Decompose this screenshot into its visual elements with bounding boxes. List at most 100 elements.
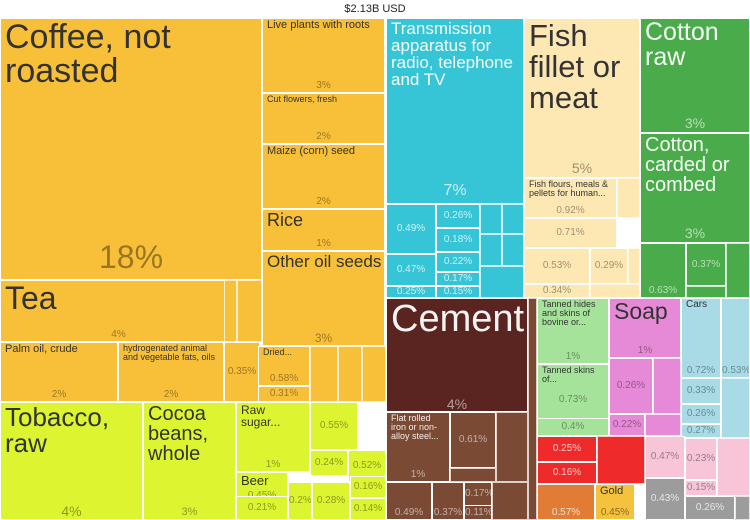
treemap-tile-unlabeled-32: 0.15% — [436, 286, 480, 298]
tile-label: Cocoa beans, whole — [148, 403, 209, 465]
treemap-tile-unlabeled-67: 0.15% — [685, 480, 717, 496]
treemap-minor-tile — [502, 204, 524, 234]
tile-label: Beer — [241, 473, 269, 488]
tile-percentage: 4% — [61, 503, 82, 519]
treemap-tile-unlabeled-57: 0.53% — [721, 298, 750, 378]
treemap-tile-unlabeled-59: 0.26% — [681, 404, 721, 424]
treemap-tile-raw-sugar-14: Raw sugar... 1% — [236, 402, 310, 472]
treemap-minor-tile — [496, 412, 528, 482]
treemap-minor-tile — [726, 243, 750, 298]
tile-percentage: 1% — [410, 469, 426, 480]
treemap-tile-flat-rolled-iron-or-non-alloy-steel-44: Flat rolled iron or non-alloy steel... 1% — [386, 412, 450, 482]
tile-percentage: 0.45% — [600, 507, 630, 518]
tile-percentage: 0.27% — [686, 425, 716, 436]
treemap-minor-tile — [617, 178, 640, 218]
tile-percentage: 0.23% — [686, 453, 716, 464]
tile-percentage: 0.58% — [269, 373, 299, 384]
tile-label: Live plants with roots — [267, 19, 370, 31]
tile-percentage: 0.49% — [396, 223, 426, 234]
treemap-tile-cut-flowers-fresh-6: Cut flowers, fresh 2% — [262, 93, 385, 144]
tile-label: Cotton raw — [645, 18, 719, 71]
tile-percentage: 0.43% — [650, 493, 680, 504]
treemap-tile-unlabeled-55: 0.22% — [609, 414, 645, 436]
tile-percentage: 0.24% — [314, 457, 344, 468]
tile-label: Cars — [686, 299, 708, 310]
tile-label: Flat rolled iron or non-alloy steel... — [391, 413, 439, 441]
treemap-tile-maize-corn-seed-7: Maize (corn) seed 2% — [262, 144, 385, 209]
tile-percentage: 0.26% — [695, 502, 725, 513]
treemap-tile-cotton-raw-39: Cotton raw 3% — [640, 18, 750, 133]
tile-percentage: 4% — [111, 329, 126, 340]
tile-percentage: 0.16% — [353, 481, 383, 492]
tile-percentage: 0.21% — [247, 502, 277, 513]
treemap-tile-unlabeled-23: 0.21% — [236, 496, 288, 520]
tile-percentage: 2% — [316, 196, 331, 207]
treemap-minor-tile — [590, 284, 640, 298]
tile-percentage: 0.92% — [556, 205, 585, 216]
treemap-tile-unlabeled-25: 0.49% — [386, 204, 436, 254]
treemap-tile-coffee-not-roasted-0: Coffee, not roasted 18% — [0, 18, 262, 280]
treemap-minor-tile — [480, 234, 502, 266]
treemap-tile-unlabeled-63: 0.57% — [537, 484, 595, 520]
tile-percentage: 0.15% — [686, 482, 716, 493]
tile-percentage: 0.33% — [686, 385, 716, 396]
tile-percentage: 0.52% — [352, 460, 382, 471]
tile-percentage: 0.37% — [433, 507, 463, 518]
treemap-minor-tile — [480, 266, 524, 298]
treemap-minor-tile — [645, 414, 681, 436]
tile-percentage: 0.57% — [551, 507, 581, 518]
treemap-minor-tile — [224, 280, 237, 342]
treemap-minor-tile — [480, 204, 502, 234]
treemap-tile-tanned-hides-and-skins-of-bovine-or-50: Tanned hides and skins of bovine or... 1% — [537, 298, 609, 364]
treemap-minor-tile — [310, 346, 338, 402]
treemap-tile-live-plants-with-roots-5: Live plants with roots 3% — [262, 18, 385, 93]
treemap-tile-cement-43: Cement 4% — [386, 298, 528, 412]
treemap-tile-dried-10: Dried... 0.58% — [258, 346, 310, 386]
tile-percentage: 2% — [163, 389, 179, 400]
tile-percentage: 0.16% — [552, 467, 582, 478]
tile-percentage: 0.26% — [443, 210, 473, 221]
treemap-tile-unlabeled-11: 0.31% — [258, 386, 310, 402]
tile-label: Maize (corn) seed — [267, 145, 356, 157]
treemap-tile-unlabeled-46: 0.49% — [386, 482, 432, 520]
treemap-tile-unlabeled-19: 0.2% — [288, 482, 312, 520]
tile-label: Cement — [391, 298, 525, 340]
tile-percentage: 0.71% — [556, 227, 585, 238]
tile-label: Palm oil, crude — [5, 343, 78, 355]
treemap-tile-unlabeled-21: 0.16% — [350, 476, 386, 498]
tile-percentage: 0.17% — [443, 273, 473, 284]
tile-percentage: 3% — [314, 331, 333, 345]
tile-percentage: 0.26% — [616, 380, 646, 391]
treemap-tile-unlabeled-41: 0.37% — [686, 243, 726, 286]
tile-percentage: 0.63% — [648, 285, 678, 296]
tile-percentage: 0.2% — [289, 495, 312, 506]
treemap-minor-tile — [237, 280, 262, 342]
tile-label: Gold — [600, 485, 624, 497]
tile-percentage: 0.26% — [686, 408, 716, 419]
treemap-tile-unlabeled-20: 0.28% — [312, 482, 350, 520]
tile-label: hydrogenated animal and vegetable fats, … — [123, 343, 216, 362]
treemap-tile-cotton-carded-or-combed-40: Cotton, carded or combed 3% — [640, 133, 750, 243]
treemap-tile-unlabeled-45: 0.61% — [450, 412, 496, 468]
treemap-minor-tile — [717, 438, 750, 496]
tile-percentage: 0.17% — [465, 488, 492, 499]
treemap-minor-tile — [502, 234, 524, 266]
tile-percentage: 0.22% — [443, 256, 473, 267]
treemap-tile-palm-oil-crude-2: Palm oil, crude 2% — [0, 342, 118, 402]
treemap-tile-fish-fillet-or-meat-33: Fish fillet or meat 5% — [524, 18, 640, 178]
treemap-tile-unlabeled-37: 0.29% — [590, 248, 628, 284]
tile-percentage: 0.49% — [394, 507, 424, 518]
treemap-tile-unlabeled-38: 0.34% — [524, 284, 590, 298]
treemap-tile-unlabeled-16: 0.55% — [310, 402, 358, 450]
tile-percentage: 0.34% — [542, 285, 572, 296]
treemap-tile-cocoa-beans-whole-13: Cocoa beans, whole 3% — [143, 402, 236, 520]
tile-percentage: 0.15% — [443, 286, 473, 297]
treemap-tile-unlabeled-35: 0.71% — [524, 218, 617, 248]
treemap-tile-unlabeled-22: 0.14% — [350, 498, 386, 520]
treemap-tile-gold-64: Gold 0.45% — [595, 484, 635, 520]
tile-percentage: 0.31% — [269, 388, 299, 399]
tile-percentage: 18% — [98, 239, 164, 275]
treemap-tile-unlabeled-28: 0.22% — [436, 252, 480, 272]
treemap-tile-cars-56: Cars 0.72% — [681, 298, 721, 378]
